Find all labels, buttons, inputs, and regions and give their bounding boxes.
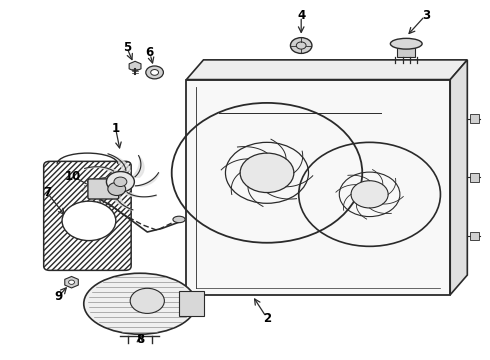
Text: 9: 9 xyxy=(54,290,63,303)
Ellipse shape xyxy=(173,216,185,223)
Polygon shape xyxy=(186,60,467,80)
Circle shape xyxy=(351,181,388,208)
FancyBboxPatch shape xyxy=(88,179,119,199)
Text: 7: 7 xyxy=(43,186,51,199)
Circle shape xyxy=(151,69,159,75)
Circle shape xyxy=(114,177,127,186)
Circle shape xyxy=(240,153,294,193)
Bar xyxy=(397,45,415,57)
Polygon shape xyxy=(450,60,467,295)
Text: 8: 8 xyxy=(136,333,144,346)
Bar xyxy=(470,232,479,240)
Circle shape xyxy=(62,201,116,240)
Bar xyxy=(179,291,204,316)
Text: 4: 4 xyxy=(297,9,305,22)
Circle shape xyxy=(146,66,163,79)
Text: 1: 1 xyxy=(111,122,120,135)
Text: 5: 5 xyxy=(122,41,131,54)
Text: 10: 10 xyxy=(65,170,81,183)
Circle shape xyxy=(106,171,134,192)
Ellipse shape xyxy=(84,273,196,334)
Bar xyxy=(470,114,479,123)
Circle shape xyxy=(108,183,125,195)
Text: 2: 2 xyxy=(263,311,271,325)
Circle shape xyxy=(130,288,164,314)
Circle shape xyxy=(69,280,74,284)
Bar xyxy=(186,80,450,295)
Ellipse shape xyxy=(391,39,422,49)
Text: 3: 3 xyxy=(422,9,430,22)
FancyBboxPatch shape xyxy=(44,161,131,270)
Circle shape xyxy=(291,38,312,53)
Text: 6: 6 xyxy=(146,46,154,59)
Bar xyxy=(470,173,479,181)
